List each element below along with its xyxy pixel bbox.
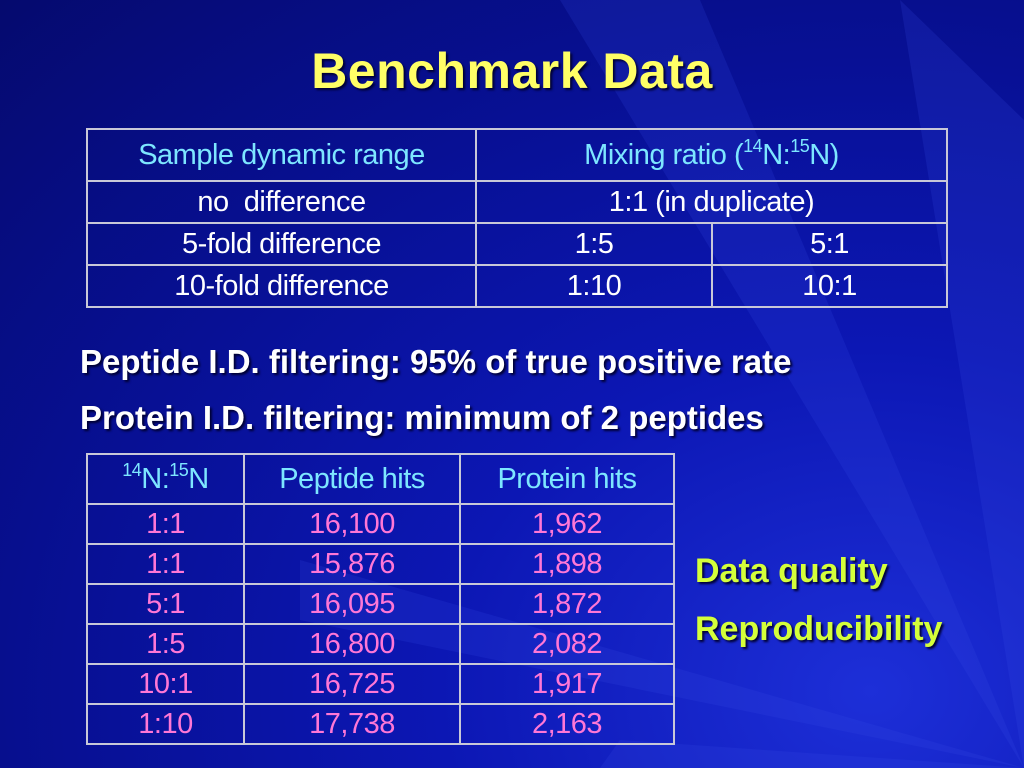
- table-row: 1:1 15,876 1,898: [86, 543, 675, 585]
- header-mixing-ratio: Mixing ratio (14N:15N): [475, 128, 948, 182]
- ratio-cell: 5:1: [86, 583, 245, 625]
- table-row: 10:1 16,725 1,917: [86, 663, 675, 705]
- header-text: N:: [141, 462, 170, 495]
- peptide-hits-cell: 15,876: [243, 543, 461, 585]
- protein-hits-cell: 2,163: [459, 703, 675, 745]
- row-label: 5-fold difference: [86, 222, 477, 266]
- peptide-hits-cell: 17,738: [243, 703, 461, 745]
- protein-filter-text: Protein I.D. filtering: minimum of 2 pep…: [80, 399, 764, 436]
- hits-table: 14N:15N Peptide hits Protein hits 1:1 16…: [86, 453, 675, 745]
- table-row: 5:1 16,095 1,872: [86, 583, 675, 625]
- peptide-hits-cell: 16,725: [243, 663, 461, 705]
- header-text: N: [188, 462, 209, 495]
- table-row: 1:10 17,738 2,163: [86, 703, 675, 745]
- protein-hits-cell: 1,962: [459, 503, 675, 545]
- data-quality-note: Data quality: [695, 552, 888, 590]
- isotope-superscript: 15: [790, 135, 810, 156]
- table-row: 1:5 16,800 2,082: [86, 623, 675, 665]
- header-text: Mixing ratio (: [584, 138, 744, 171]
- row-label: 10-fold difference: [86, 264, 477, 308]
- ratio-cell: 1:5: [475, 222, 713, 266]
- protein-hits-cell: 1,872: [459, 583, 675, 625]
- header-text: N:: [762, 138, 791, 171]
- ratio-cell: 10:1: [711, 264, 948, 308]
- peptide-hits-cell: 16,100: [243, 503, 461, 545]
- protein-hits-cell: 1,917: [459, 663, 675, 705]
- table-row: 5-fold difference 1:5 5:1: [86, 222, 948, 266]
- peptide-filter-text: Peptide I.D. filtering: 95% of true posi…: [80, 343, 792, 380]
- ratio-cell: 1:10: [86, 703, 245, 745]
- table-row: no difference 1:1 (in duplicate): [86, 180, 948, 224]
- table-row: 10-fold difference 1:10 10:1: [86, 264, 948, 308]
- slide-title: Benchmark Data: [311, 43, 713, 99]
- header-protein-hits: Protein hits: [459, 453, 675, 505]
- reproducibility-note: Reproducibility: [695, 610, 943, 648]
- filtering-criteria: Peptide I.D. filtering: 95% of true posi…: [80, 334, 791, 446]
- ratio-cell: 10:1: [86, 663, 245, 705]
- ratio-cell: 1:5: [86, 623, 245, 665]
- header-sample-dynamic-range: Sample dynamic range: [86, 128, 477, 182]
- protein-hits-cell: 1,898: [459, 543, 675, 585]
- side-notes: Data quality Reproducibility: [695, 542, 942, 658]
- table-header-row: 14N:15N Peptide hits Protein hits: [86, 453, 675, 505]
- ratio-cell: 5:1: [711, 222, 948, 266]
- header-ratio: 14N:15N: [86, 453, 245, 505]
- dynamic-range-table: Sample dynamic range Mixing ratio (14N:1…: [86, 128, 948, 308]
- table-header-row: Sample dynamic range Mixing ratio (14N:1…: [86, 128, 948, 182]
- ratio-cell: 1:10: [475, 264, 713, 308]
- protein-hits-cell: 2,082: [459, 623, 675, 665]
- row-label: no difference: [86, 180, 477, 224]
- header-text: N): [809, 138, 839, 171]
- ratio-cell: 1:1 (in duplicate): [475, 180, 948, 224]
- ratio-cell: 1:1: [86, 503, 245, 545]
- peptide-hits-cell: 16,095: [243, 583, 461, 625]
- ratio-cell: 1:1: [86, 543, 245, 585]
- isotope-superscript: 14: [122, 459, 142, 480]
- header-peptide-hits: Peptide hits: [243, 453, 461, 505]
- table-row: 1:1 16,100 1,962: [86, 503, 675, 545]
- peptide-hits-cell: 16,800: [243, 623, 461, 665]
- isotope-superscript: 15: [169, 459, 189, 480]
- isotope-superscript: 14: [743, 135, 763, 156]
